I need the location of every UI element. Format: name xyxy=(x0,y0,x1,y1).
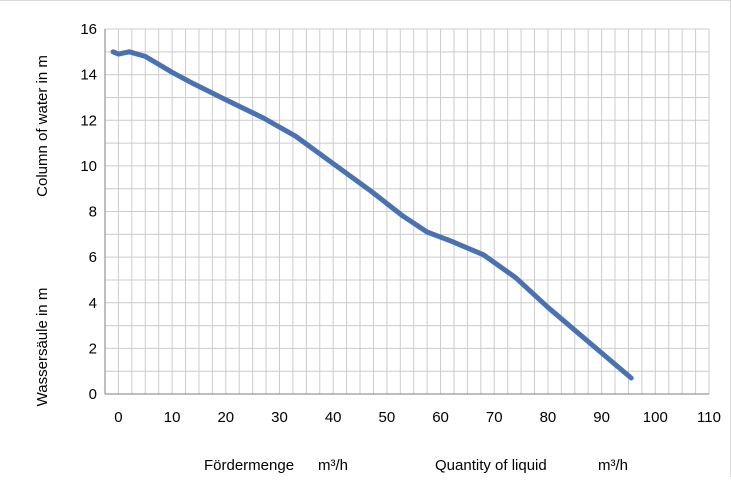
x-tick-label: 110 xyxy=(697,409,721,426)
series-layer xyxy=(110,49,634,381)
y-tick-label: 12 xyxy=(80,112,97,129)
axes xyxy=(104,29,709,395)
x-axis-label-de-unit: m³/h xyxy=(318,457,348,474)
y-tick-label: 2 xyxy=(89,340,97,357)
x-tick-label: 10 xyxy=(164,409,181,426)
y-tick-label: 4 xyxy=(89,295,97,312)
x-axis-label-en: Quantity of liquid xyxy=(435,457,547,474)
series-line xyxy=(110,49,634,381)
y-axis-label-de: Wassersäule in m xyxy=(34,288,51,407)
x-tick-labels: 0 10 20 30 40 50 60 70 80 90 100 110 xyxy=(114,409,721,426)
y-tick-labels: 0 2 4 6 8 10 12 14 16 xyxy=(80,21,97,403)
y-tick-label: 6 xyxy=(89,249,97,266)
y-tick-label: 0 xyxy=(89,386,97,403)
x-tick-label: 100 xyxy=(643,409,668,426)
y-axis-label-en: Column of water in m xyxy=(34,55,51,197)
y-tick-label: 14 xyxy=(80,67,97,84)
x-tick-label: 50 xyxy=(379,409,396,426)
x-tick-label: 60 xyxy=(432,409,449,426)
x-axis-label-en-unit: m³/h xyxy=(598,457,628,474)
x-tick-label: 20 xyxy=(217,409,234,426)
x-axis-label-de: Fördermenge xyxy=(204,457,294,474)
x-tick-label: 90 xyxy=(593,409,610,426)
x-tick-label: 0 xyxy=(114,409,122,426)
x-tick-label: 30 xyxy=(271,409,288,426)
x-tick-label: 40 xyxy=(325,409,342,426)
x-tick-label: 80 xyxy=(540,409,557,426)
x-tick-label: 70 xyxy=(486,409,503,426)
y-tick-label: 16 xyxy=(80,21,97,38)
y-tick-label: 10 xyxy=(80,158,97,175)
y-tick-label: 8 xyxy=(89,204,97,221)
